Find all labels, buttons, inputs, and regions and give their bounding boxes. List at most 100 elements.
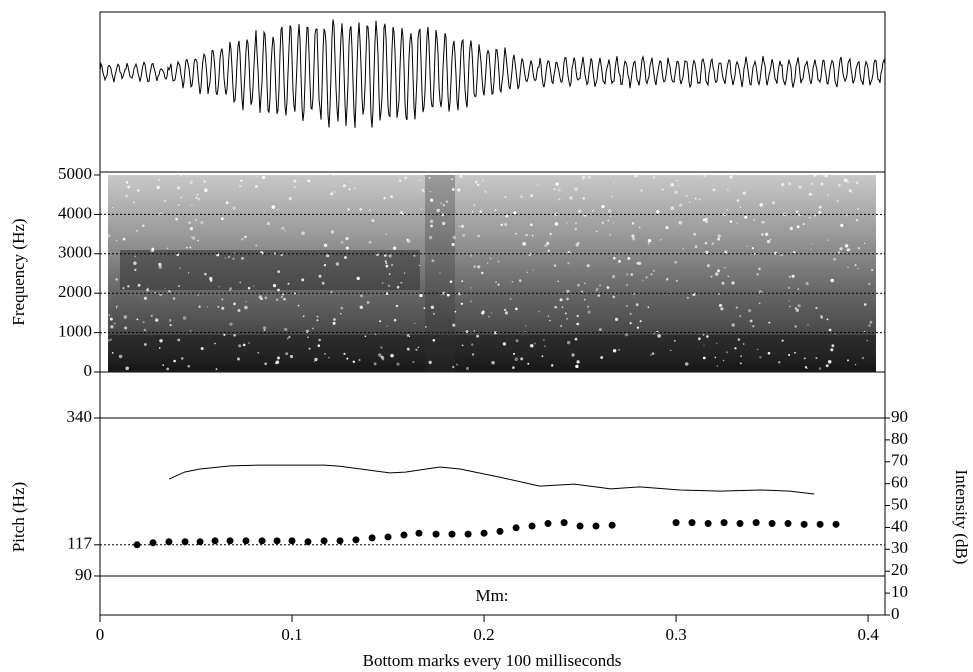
- speckle: [567, 262, 570, 265]
- speckle: [318, 344, 320, 347]
- speckle: [704, 241, 708, 245]
- speckle: [326, 254, 330, 258]
- speckle: [629, 322, 632, 325]
- speckle: [293, 292, 296, 295]
- speckle: [255, 244, 258, 247]
- speckle: [576, 245, 578, 247]
- speckle: [187, 364, 190, 368]
- speckle: [504, 196, 507, 198]
- speckle: [598, 328, 602, 332]
- y-tick-label: 1000: [58, 322, 92, 341]
- speckle: [442, 204, 446, 207]
- pitch-point: [464, 530, 472, 538]
- speckle: [551, 364, 554, 367]
- speckle: [634, 174, 638, 178]
- speckle: [615, 317, 619, 321]
- speckle: [687, 296, 689, 299]
- speckle: [820, 182, 824, 186]
- speckle: [636, 326, 640, 329]
- speckle: [158, 265, 162, 269]
- speckle: [854, 363, 857, 366]
- speckle: [356, 276, 360, 281]
- speckle: [107, 234, 111, 238]
- speckle: [815, 306, 818, 310]
- y-tick-label: 4000: [58, 203, 92, 222]
- speckle: [818, 205, 822, 209]
- speckle: [765, 232, 769, 236]
- speckle: [651, 352, 655, 355]
- y-tick-label: 340: [67, 407, 93, 426]
- speckle: [613, 182, 615, 184]
- speckle: [122, 287, 125, 290]
- speckle: [206, 306, 209, 308]
- speckle: [587, 310, 591, 314]
- speckle: [647, 242, 650, 245]
- speckle: [497, 283, 500, 286]
- speckle: [596, 287, 599, 291]
- speckle: [275, 361, 278, 365]
- speckle: [111, 352, 114, 354]
- speckle: [380, 355, 384, 359]
- speckle: [574, 187, 578, 191]
- speckle: [109, 317, 113, 321]
- speckle: [794, 351, 796, 354]
- speckle: [175, 217, 178, 221]
- pitch-point: [592, 522, 600, 530]
- speckle: [814, 214, 816, 217]
- pitch-point: [211, 537, 219, 545]
- speckle: [399, 211, 404, 215]
- speckle: [756, 273, 759, 276]
- speckle: [676, 179, 678, 182]
- speckle: [460, 224, 465, 228]
- speckle: [863, 331, 866, 333]
- speckle: [749, 319, 753, 323]
- speckle: [181, 357, 184, 360]
- speckle: [807, 324, 809, 326]
- speckle: [670, 183, 674, 187]
- speckle: [561, 306, 564, 308]
- speckle: [385, 262, 388, 264]
- y-axis-label: Frequency (Hz): [9, 218, 28, 325]
- speckle: [693, 232, 697, 236]
- speckle: [200, 347, 204, 350]
- speckle: [146, 288, 150, 292]
- speckle: [428, 176, 431, 179]
- speckle: [431, 259, 435, 263]
- speckle: [827, 360, 832, 364]
- speckle: [716, 342, 718, 344]
- speckle: [714, 356, 717, 359]
- speckle: [491, 361, 495, 365]
- speckle: [742, 343, 745, 345]
- speckle: [413, 254, 416, 257]
- speckle: [727, 275, 729, 278]
- spectrogram-speckle: [107, 173, 874, 371]
- speckle: [462, 234, 466, 237]
- speckle: [471, 353, 475, 356]
- speckle: [674, 260, 678, 264]
- speckle: [441, 294, 443, 296]
- speckle: [611, 274, 616, 279]
- pitch-point: [560, 519, 568, 527]
- speckle: [262, 175, 266, 180]
- speckle: [607, 219, 609, 222]
- speckle: [852, 191, 854, 194]
- speckle: [553, 188, 556, 191]
- speckle: [189, 182, 192, 185]
- speckle: [705, 221, 708, 223]
- speckle: [856, 207, 860, 210]
- speckle: [316, 315, 319, 318]
- speckle: [805, 282, 809, 286]
- pitch-point: [226, 537, 234, 545]
- speckle: [180, 196, 183, 199]
- speckle: [125, 194, 128, 198]
- speckle: [473, 265, 477, 269]
- speckle: [731, 281, 735, 285]
- speckle: [477, 183, 480, 186]
- speckle: [833, 257, 836, 261]
- speckle: [263, 329, 266, 331]
- speckle: [734, 347, 737, 350]
- speckle: [717, 234, 721, 238]
- speckle: [318, 274, 322, 278]
- speckle: [428, 235, 433, 240]
- speckle: [861, 356, 865, 360]
